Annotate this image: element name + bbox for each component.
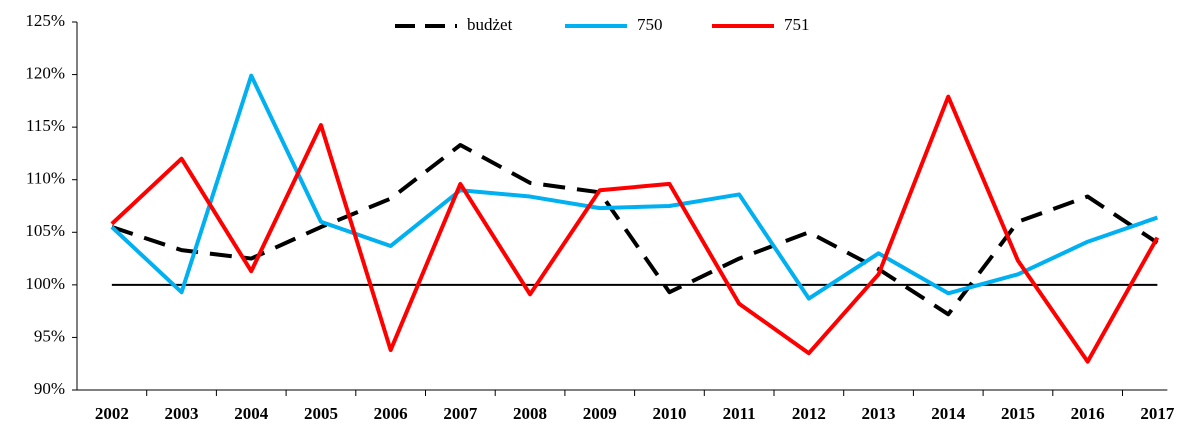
y-tick-label: 125% xyxy=(25,11,65,30)
y-tick-label: 105% xyxy=(25,221,65,240)
y-tick-label: 120% xyxy=(25,63,65,82)
y-tick-label: 100% xyxy=(25,274,65,293)
x-tick-label: 2016 xyxy=(1071,404,1105,423)
x-tick-label: 2010 xyxy=(652,404,686,423)
series-line xyxy=(110,94,1160,364)
x-tick-label: 2006 xyxy=(374,404,408,423)
y-tick-label: 90% xyxy=(34,379,65,398)
x-tick-label: 2014 xyxy=(931,404,966,423)
x-tick-label: 2002 xyxy=(95,404,129,423)
x-tick-label: 2009 xyxy=(583,404,617,423)
x-tick-label: 2012 xyxy=(792,404,826,423)
x-tick-label: 2004 xyxy=(234,404,269,423)
legend-label: budżet xyxy=(467,15,513,34)
series-line xyxy=(110,73,1159,301)
x-tick-label: 2007 xyxy=(443,404,478,423)
x-tick-label: 2015 xyxy=(1001,404,1035,423)
x-tick-label: 2008 xyxy=(513,404,547,423)
series-line xyxy=(111,143,1159,317)
x-tick-label: 2011 xyxy=(723,404,756,423)
y-tick-label: 95% xyxy=(34,326,65,345)
x-tick-label: 2017 xyxy=(1140,404,1175,423)
legend-label: 751 xyxy=(784,15,810,34)
x-tick-label: 2005 xyxy=(304,404,338,423)
x-tick-label: 2013 xyxy=(862,404,896,423)
legend-label: 750 xyxy=(637,15,663,34)
y-tick-label: 115% xyxy=(26,116,65,135)
y-tick-label: 110% xyxy=(26,169,65,188)
x-tick-label: 2003 xyxy=(165,404,199,423)
